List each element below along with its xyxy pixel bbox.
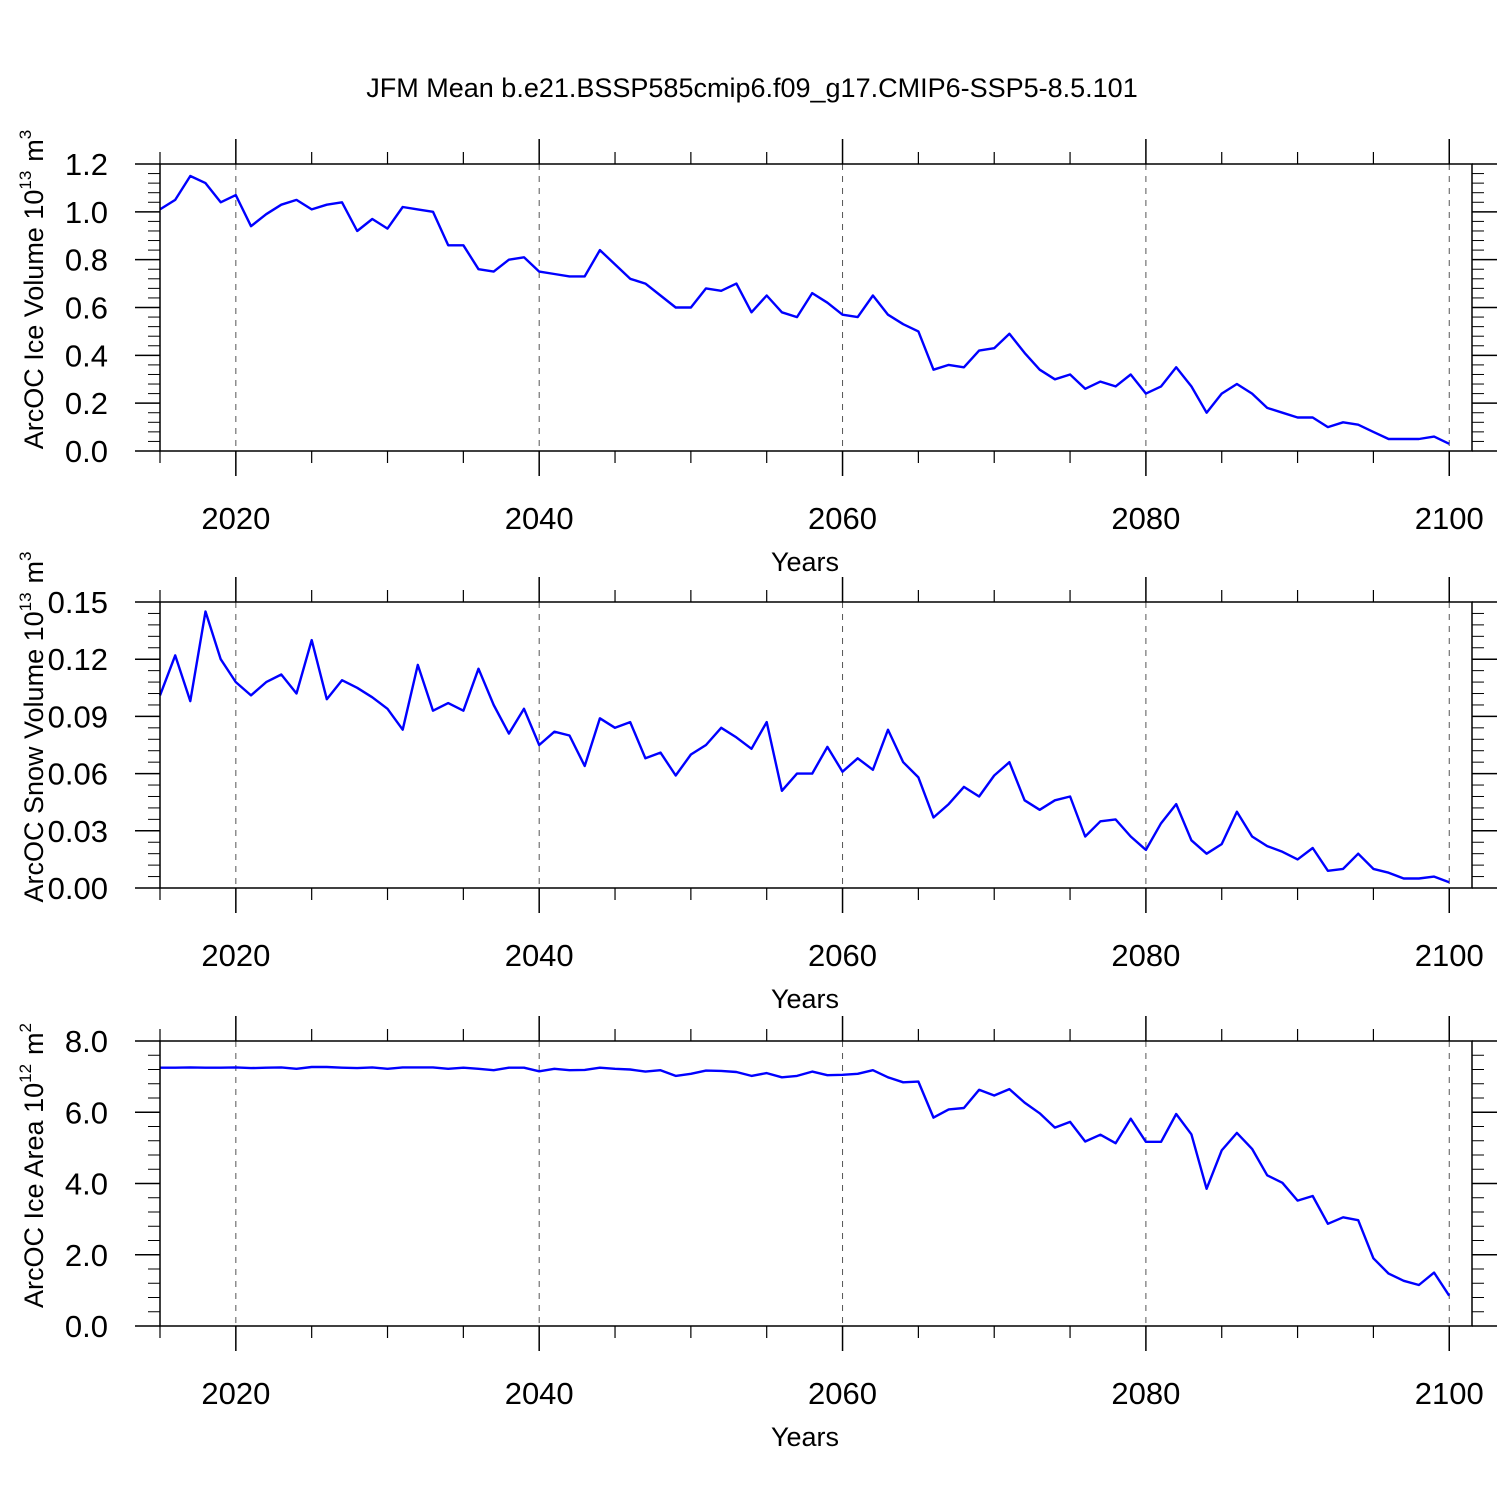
plot-frame [159, 601, 1473, 889]
x-tick-label: 2080 [1111, 1376, 1180, 1411]
y-axis-label-unit-exponent: 3 [16, 551, 35, 560]
axis-ticks [135, 1016, 1497, 1351]
y-tick-label: 0.4 [65, 338, 108, 373]
y-tick-label: 0.12 [48, 642, 108, 677]
y-tick-label: 0.00 [48, 871, 108, 906]
y-axis-label-unit-exponent: 3 [16, 130, 35, 139]
x-tick-label: 2100 [1415, 938, 1484, 973]
y-tick-label: 1.0 [65, 195, 108, 230]
y-axis-label: ArcOC Ice Area 1012 m2 [16, 1023, 49, 1308]
x-axis-label: Years [771, 1422, 839, 1452]
y-tick-labels: 0.00 0.03 0.06 0.09 0.12 0.15 [48, 585, 108, 906]
y-tick-labels: 0.0 2.0 4.0 6.0 8.0 [65, 1024, 108, 1344]
y-tick-label: 4.0 [65, 1167, 108, 1202]
series-line [158, 610, 1450, 884]
chart-title: JFM Mean b.e21.BSSP585cmip6.f09_g17.CMIP… [366, 73, 1137, 103]
panel-snow-volume: 0.00 0.03 0.06 0.09 0.12 0.15 2020 2040 2060 208… [16, 551, 1497, 1014]
x-tick-label: 2060 [808, 501, 877, 536]
series [160, 1065, 1451, 1297]
y-axis-label-exponent: 13 [16, 592, 35, 611]
series [159, 174, 1450, 445]
x-tick-label: 2040 [505, 501, 574, 536]
y-axis-label-unit: m [19, 139, 49, 162]
x-tick-label: 2040 [505, 938, 574, 973]
x-axis-label: Years [771, 984, 839, 1014]
axis-ticks [135, 577, 1497, 913]
y-tick-label: 0.0 [65, 1309, 108, 1344]
y-tick-label: 1.2 [65, 147, 108, 182]
y-axis-label: ArcOC Snow Volume 1013 m3 [16, 551, 49, 902]
y-axis-label-unit: m [19, 1032, 49, 1055]
x-tick-labels: 2020 2040 2060 2080 2100 [201, 938, 1483, 973]
x-grid [235, 1041, 1450, 1326]
x-tick-label: 2020 [201, 938, 270, 973]
x-tick-labels: 2020 2040 2060 2080 2100 [201, 501, 1483, 536]
y-tick-label: 0.6 [65, 291, 108, 326]
y-axis-label-text: ArcOC Ice Volume 10 [19, 190, 49, 450]
x-tick-label: 2060 [808, 1376, 877, 1411]
x-axis-label: Years [771, 547, 839, 577]
y-tick-label: 0.2 [65, 386, 108, 421]
plot-frame [159, 163, 1473, 452]
x-tick-labels: 2020 2040 2060 2080 2100 [201, 1376, 1483, 1411]
y-axis-label-exponent: 12 [16, 1064, 35, 1083]
y-tick-label: 0.15 [48, 585, 108, 620]
y-axis-label-unit: m [19, 561, 49, 584]
x-tick-label: 2060 [808, 938, 877, 973]
y-tick-label: 8.0 [65, 1024, 108, 1059]
x-tick-label: 2100 [1415, 1376, 1484, 1411]
y-tick-label: 0.0 [65, 434, 108, 469]
series-line [160, 1065, 1451, 1297]
x-tick-label: 2020 [201, 501, 270, 536]
y-tick-label: 0.03 [48, 814, 108, 849]
y-tick-label: 0.06 [48, 757, 108, 792]
y-tick-label: 0.8 [65, 243, 108, 278]
x-tick-label: 2040 [505, 1376, 574, 1411]
y-axis-label-unit-exponent: 2 [16, 1023, 35, 1032]
x-tick-label: 2080 [1111, 938, 1180, 973]
panel-ice-area: 0.0 2.0 4.0 6.0 8.0 2020 2040 2060 2080 2100 Yea… [16, 1016, 1497, 1452]
y-axis-label-text: ArcOC Ice Area 10 [19, 1083, 49, 1308]
y-tick-label: 6.0 [65, 1095, 108, 1130]
y-axis-label-text: ArcOC Snow Volume 10 [19, 611, 49, 902]
y-axis-label: ArcOC Ice Volume 1013 m3 [16, 130, 49, 450]
y-axis-label-exponent: 13 [16, 171, 35, 190]
panel-ice-volume: 0.0 0.2 0.4 0.6 0.8 1.0 1.2 2020 2040 2060 2080 21… [16, 130, 1497, 577]
y-tick-label: 2.0 [65, 1238, 108, 1273]
y-tick-label: 0.09 [48, 699, 108, 734]
series [158, 610, 1450, 884]
x-tick-label: 2080 [1111, 501, 1180, 536]
x-tick-label: 2100 [1415, 501, 1484, 536]
y-tick-labels: 0.0 0.2 0.4 0.6 0.8 1.0 1.2 [65, 147, 108, 469]
series-line [159, 174, 1450, 445]
plot-frame [159, 1040, 1473, 1327]
x-tick-label: 2020 [201, 1376, 270, 1411]
axis-ticks [135, 139, 1497, 476]
